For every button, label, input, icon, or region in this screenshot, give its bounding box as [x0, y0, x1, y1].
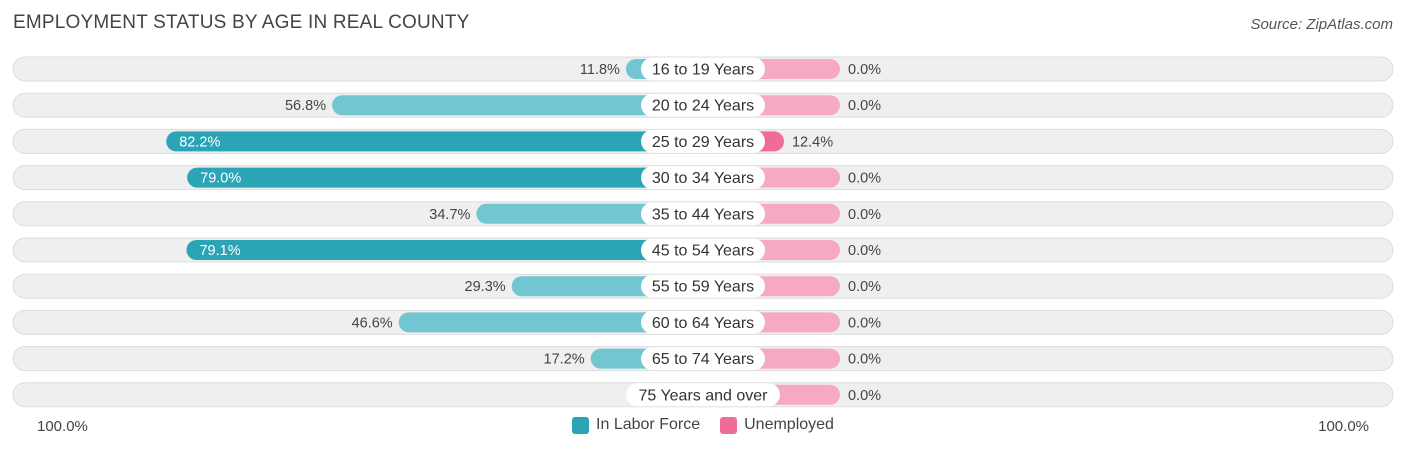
legend-label-labor-force: In Labor Force: [596, 416, 701, 433]
chart-title: EMPLOYMENT STATUS BY AGE IN REAL COUNTY: [13, 12, 470, 33]
category-label-7: 55 to 59 Years: [652, 279, 754, 296]
labor-force-value-1: 11.8%: [580, 62, 620, 78]
unemployed-value-8: 0.0%: [848, 315, 881, 331]
unemployed-value-6: 0.0%: [848, 243, 881, 259]
legend-swatch-labor-force: [572, 416, 590, 434]
legend: In Labor Force Unemployed: [0, 416, 1406, 434]
axis-left-label: 100.0%: [37, 418, 88, 435]
unemployed-value-4: 0.0%: [848, 171, 881, 187]
category-label-2: 20 to 24 Years: [652, 98, 754, 115]
labor-force-bar-6: [186, 240, 704, 260]
legend-item-labor-force: In Labor Force: [572, 416, 700, 434]
labor-force-bar-3: [166, 131, 703, 152]
category-label-9: 65 to 74 Years: [652, 351, 754, 368]
category-label-6: 45 to 54 Years: [652, 243, 754, 260]
axis-right-label: 100.0%: [1318, 418, 1369, 435]
labor-force-bar-2: [332, 95, 703, 116]
legend-item-unemployed: Unemployed: [720, 416, 834, 434]
unemployed-value-9: 0.0%: [848, 352, 881, 368]
source-label: Source: ZipAtlas.com: [1250, 16, 1393, 33]
labor-force-value-2: 56.8%: [285, 98, 326, 114]
category-pill-4: [641, 166, 765, 190]
category-pill-1: [641, 57, 765, 81]
labor-force-value-9: 17.2%: [544, 352, 585, 368]
labor-force-value-5: 34.7%: [429, 207, 470, 223]
category-pill-2: [641, 93, 765, 117]
unemployed-value-2: 0.0%: [848, 98, 881, 114]
category-pill-8: [641, 310, 765, 334]
category-label-3: 25 to 29 Years: [652, 134, 754, 151]
legend-swatch-unemployed: [720, 416, 738, 434]
category-pill-5: [641, 202, 765, 226]
category-pill-6: [641, 238, 765, 262]
category-pill-9: [641, 347, 765, 371]
category-label-4: 30 to 34 Years: [652, 170, 754, 187]
labor-force-value-3: 82.2%: [179, 134, 220, 150]
unemployed-value-1: 0.0%: [848, 62, 881, 78]
category-label-5: 35 to 44 Years: [652, 206, 754, 223]
category-pill-10: [626, 383, 780, 407]
legend-label-unemployed: Unemployed: [744, 416, 834, 433]
labor-force-value-4: 79.0%: [200, 171, 241, 187]
category-label-10: 75 Years and over: [639, 387, 769, 404]
unemployed-value-7: 0.0%: [848, 279, 881, 295]
unemployed-value-5: 0.0%: [848, 207, 881, 223]
labor-force-value-7: 29.3%: [465, 279, 506, 295]
unemployed-value-10: 0.0%: [848, 388, 881, 404]
labor-force-bar-8: [398, 312, 703, 333]
labor-force-value-8: 46.6%: [352, 315, 393, 331]
category-pill-7: [641, 274, 765, 298]
labor-force-value-6: 79.1%: [199, 243, 240, 259]
category-label-8: 60 to 64 Years: [652, 315, 754, 332]
unemployed-value-3: 12.4%: [792, 134, 833, 150]
category-pill-3: [641, 129, 765, 153]
labor-force-bar-4: [187, 167, 703, 188]
category-label-1: 16 to 19 Years: [652, 62, 754, 79]
